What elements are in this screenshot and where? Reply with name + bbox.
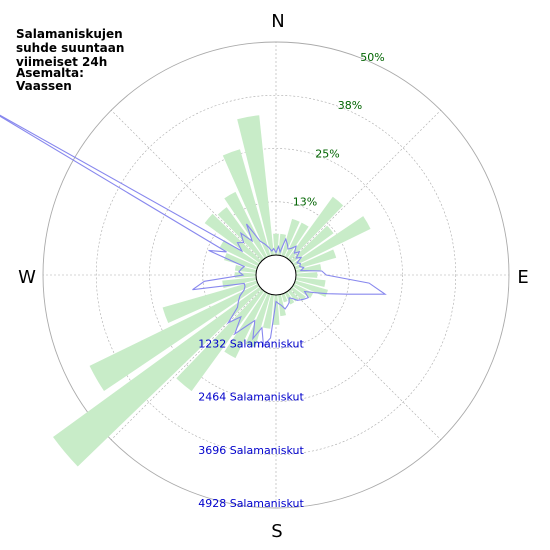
count-line: [0, 114, 387, 348]
percent-wedge: [224, 191, 268, 259]
percent-wedge: [53, 286, 262, 467]
count-series: [0, 114, 387, 348]
percent-wedge: [295, 277, 326, 288]
percent-ring-label: 25%: [315, 147, 339, 160]
percent-wedge: [290, 286, 306, 301]
ring-labels: 13% 25% 38% 50% 1232 Salamaniskut 2464 Salama…: [198, 51, 384, 510]
percent-wedge: [295, 272, 318, 278]
center-circle: [255, 254, 297, 296]
percent-wedge: [89, 283, 260, 391]
percent-wedge: [222, 149, 271, 257]
count-ring-label: 2464 Salamaniskut: [198, 391, 304, 404]
percent-wedge: [162, 280, 258, 323]
grid-spoke: [289, 288, 441, 440]
direction-east: E: [517, 267, 528, 288]
chart-title-line-2: suhde suuntaan: [16, 41, 124, 55]
percent-ring-label: 50%: [360, 51, 384, 64]
percent-wedge: [292, 283, 314, 299]
percent-series: [53, 115, 371, 467]
percent-wedge: [287, 289, 299, 302]
percent-wedge: [290, 225, 334, 264]
percent-wedge: [294, 249, 337, 270]
direction-south: S: [271, 521, 282, 542]
percent-wedge: [287, 196, 344, 261]
direction-north: N: [271, 11, 284, 32]
percent-wedge: [237, 115, 274, 256]
percent-wedge: [204, 213, 262, 264]
percent-wedge: [262, 294, 274, 329]
percent-wedge: [234, 272, 257, 278]
polar-grid: [42, 41, 510, 509]
percent-wedge: [292, 216, 371, 267]
percent-wedge: [219, 239, 260, 267]
grid-spoke: [111, 288, 263, 440]
percent-wedge: [278, 294, 286, 317]
percent-wedge: [284, 222, 309, 259]
chart-title-line-5: Vaassen: [16, 79, 72, 93]
grid-ring: [95, 94, 457, 456]
percent-wedge: [281, 293, 288, 303]
chart-title-line-3: viimeiset 24h: [16, 55, 107, 69]
chart-title-line-4: Asemalta:: [16, 66, 84, 80]
percent-wedge: [281, 218, 300, 257]
percent-ring-label: 38%: [338, 99, 362, 112]
percent-wedge: [224, 291, 268, 359]
percent-wedge: [176, 289, 265, 392]
percent-wedge: [224, 253, 258, 270]
chart-title-line-1: Salamaniskujen: [16, 27, 123, 41]
percent-ring-label: 13%: [293, 196, 317, 209]
grid-ring: [149, 148, 403, 402]
percent-wedge: [245, 293, 271, 348]
direction-west: W: [18, 267, 36, 288]
count-ring-label: 1232 Salamaniskut: [198, 337, 304, 350]
count-ring-label: 3696 Salamaniskut: [198, 444, 304, 457]
grid-spoke: [111, 110, 263, 262]
grid-spoke: [289, 110, 441, 262]
count-ring-label: 4928 Salamaniskut: [198, 497, 304, 510]
